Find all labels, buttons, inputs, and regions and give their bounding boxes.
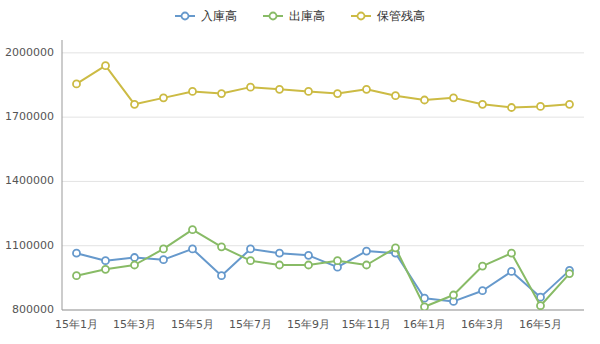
x-tick-label: 15年9月 [287, 318, 330, 331]
series-marker [73, 272, 80, 279]
series-marker [363, 248, 370, 255]
series-marker [392, 92, 399, 99]
series-marker [479, 287, 486, 294]
series-marker [508, 250, 515, 257]
series-marker [102, 257, 109, 264]
series-marker [305, 252, 312, 259]
y-axis: 800000 1100000 1400000 1700000 2000000 [5, 40, 62, 316]
grid-line [62, 245, 584, 246]
series-marker [305, 262, 312, 269]
series-marker [479, 263, 486, 270]
series-marker [73, 80, 80, 87]
series-marker [189, 226, 196, 233]
series-marker [218, 243, 225, 250]
series-marker [392, 244, 399, 251]
y-tick-label: 1700000 [5, 110, 54, 123]
series [73, 226, 573, 310]
series-marker [305, 88, 312, 95]
series-marker [421, 97, 428, 104]
series-marker [160, 256, 167, 263]
series-marker [363, 86, 370, 93]
series-marker [363, 262, 370, 269]
series-marker [334, 257, 341, 264]
series-marker [131, 262, 138, 269]
x-axis-line [62, 310, 584, 311]
series-marker [218, 90, 225, 97]
series-marker [247, 84, 254, 91]
series-line [77, 66, 570, 108]
series-marker [131, 254, 138, 261]
legend-item: 出庫高 [263, 9, 325, 23]
series-marker [131, 101, 138, 108]
x-tick-label: 16年3月 [461, 318, 504, 331]
series-marker [508, 104, 515, 111]
grid-line [62, 181, 584, 182]
series [73, 62, 573, 111]
chart: 800000110000014000001700000200000015年1月1… [0, 0, 600, 344]
x-tick-label: 15年1月 [55, 318, 98, 331]
series-marker [537, 302, 544, 309]
series-marker [508, 268, 515, 275]
series-marker [276, 86, 283, 93]
series-marker [102, 266, 109, 273]
series-marker [247, 245, 254, 252]
series-marker [421, 303, 428, 310]
y-axis-line [62, 40, 63, 310]
series-marker [537, 103, 544, 110]
x-tick-label: 16年5月 [519, 318, 562, 331]
grid-line [62, 52, 584, 53]
legend-label: 保管残高 [377, 9, 425, 23]
legend-item: 保管残高 [351, 9, 425, 23]
grid-line [62, 310, 584, 311]
series-marker [566, 270, 573, 277]
grid-line [62, 117, 584, 118]
legend-swatch-marker [270, 13, 277, 20]
legend-label: 入庫高 [201, 9, 237, 23]
legend-label: 出庫高 [289, 9, 325, 23]
legend-swatch-marker [358, 13, 365, 20]
series [73, 245, 573, 304]
series-marker [218, 272, 225, 279]
page: {"chart_data": {"type": "line", "categor… [0, 0, 600, 344]
series-marker [276, 250, 283, 257]
y-tick-label: 2000000 [5, 46, 54, 59]
series-marker [450, 292, 457, 299]
x-tick-label: 15年5月 [171, 318, 214, 331]
series-marker [189, 245, 196, 252]
x-tick-label: 15年3月 [113, 318, 156, 331]
series-marker [566, 101, 573, 108]
x-tick-label: 16年1月 [403, 318, 446, 331]
y-tick-label: 1100000 [5, 239, 54, 252]
series-marker [276, 262, 283, 269]
x-tick-label: 15年7月 [229, 318, 272, 331]
series-marker [73, 250, 80, 257]
series-marker [247, 257, 254, 264]
x-tick-label: 15年11月 [342, 318, 392, 331]
plot-area [73, 62, 573, 310]
legend: 入庫高 出庫高 保管残高 [175, 9, 425, 23]
series-line [77, 230, 570, 307]
series-marker [189, 88, 196, 95]
series-marker [102, 62, 109, 69]
series-marker [160, 245, 167, 252]
series-marker [334, 90, 341, 97]
x-axis: 15年1月 15年3月 15年5月 15年7月 15年9月 15年11月 16年1月 16年3… [55, 310, 584, 331]
legend-swatch-marker [182, 13, 189, 20]
series-marker [160, 94, 167, 101]
series-marker [450, 94, 457, 101]
grid [62, 53, 584, 310]
series-marker [479, 101, 486, 108]
y-tick-label: 800000 [12, 303, 54, 316]
y-tick-label: 1400000 [5, 174, 54, 187]
legend-item: 入庫高 [175, 9, 237, 23]
